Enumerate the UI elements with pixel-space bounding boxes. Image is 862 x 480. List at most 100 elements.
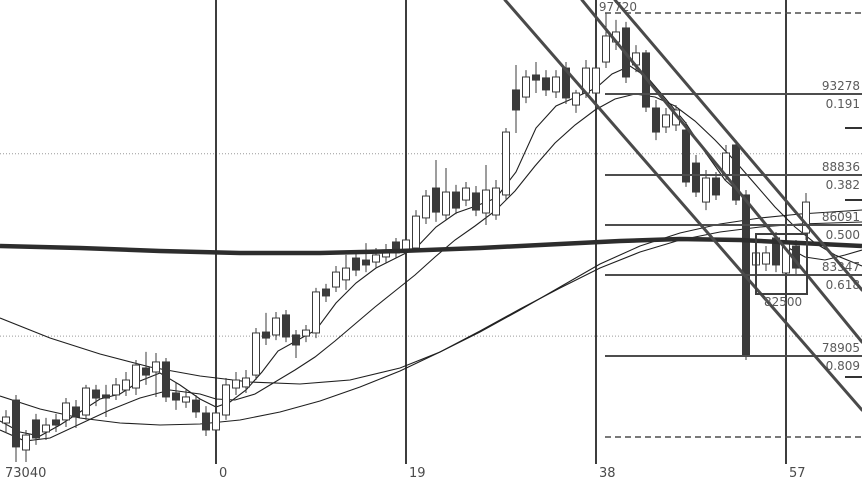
candle-bearish xyxy=(12,394,20,463)
candle-bearish xyxy=(392,237,400,259)
candle-bullish xyxy=(522,70,530,104)
candle-body xyxy=(422,195,430,219)
candle-body xyxy=(12,399,20,448)
candle-body xyxy=(482,189,490,214)
candle-bullish xyxy=(242,369,250,393)
candle-body xyxy=(712,177,720,196)
candle-body xyxy=(42,424,50,433)
candle-body xyxy=(522,76,530,98)
ma-fast-line xyxy=(0,65,862,437)
fib-ratio-label: 0.809 xyxy=(826,359,860,373)
candle-body xyxy=(442,191,450,216)
candle-bearish xyxy=(542,70,550,96)
candle-bullish xyxy=(602,13,610,69)
candle-bullish xyxy=(42,417,50,440)
candle-body xyxy=(452,191,460,209)
candle-bullish xyxy=(212,404,220,436)
candle-body xyxy=(202,412,210,431)
candle-bearish xyxy=(362,243,370,273)
candle-body xyxy=(552,76,560,93)
candle-bullish xyxy=(232,371,240,395)
fib-high-price-label: 97720 xyxy=(599,0,637,14)
candle-bearish xyxy=(732,140,740,205)
fib-ratio-label: 0.500 xyxy=(826,228,860,242)
candle-body xyxy=(312,291,320,334)
descending-trendline xyxy=(580,0,862,344)
candle-body xyxy=(52,419,60,426)
candle-body xyxy=(592,67,600,94)
candle-bullish xyxy=(122,371,130,397)
candle-body xyxy=(492,187,500,216)
rectangle-annotation xyxy=(755,233,808,295)
candle-bearish xyxy=(352,252,360,277)
candle-body xyxy=(2,416,10,424)
candle-body xyxy=(252,332,260,376)
fib-ratio-label: 0.618 xyxy=(826,278,860,292)
candle-bullish xyxy=(462,182,470,207)
candle-bullish xyxy=(482,165,490,226)
candle-body xyxy=(192,399,200,413)
candle-body xyxy=(72,406,80,418)
candle-bearish xyxy=(142,351,150,385)
ma-thick-flat-line xyxy=(0,236,862,256)
candle-body xyxy=(222,384,230,416)
candle-bullish xyxy=(572,89,580,113)
vertical-gridlines-layer xyxy=(215,0,787,464)
candle-bearish xyxy=(52,413,60,432)
candle-body xyxy=(212,412,220,431)
candle-body xyxy=(172,392,180,401)
candle-bearish xyxy=(512,64,520,133)
candle-bearish xyxy=(72,400,80,428)
candle-bearish xyxy=(162,357,170,403)
candle-bullish xyxy=(302,324,310,343)
candle-bullish xyxy=(412,210,420,253)
candle-bullish xyxy=(762,245,770,271)
candle-bullish xyxy=(702,169,710,211)
candle-bearish xyxy=(192,394,200,418)
x-axis-tick-label: 38 xyxy=(599,466,616,480)
candle-bearish xyxy=(532,62,540,94)
candle-bullish xyxy=(222,377,230,420)
candle-bullish xyxy=(502,128,510,201)
candle-body xyxy=(602,35,610,63)
fib-ratio-label: 0.191 xyxy=(826,97,860,111)
candle-bullish xyxy=(112,377,120,401)
candle-body xyxy=(762,252,770,265)
fib-price-label: 78905 xyxy=(822,341,860,355)
candle-bullish xyxy=(182,390,190,408)
x-axis-tick-label: 57 xyxy=(789,466,806,480)
candle-bearish xyxy=(322,283,330,302)
candle-bearish xyxy=(472,186,480,217)
candle-bullish xyxy=(662,107,670,133)
price-scale-ticks-layer xyxy=(845,127,862,378)
candle-bearish xyxy=(432,159,440,222)
candle-body xyxy=(32,419,40,439)
candle-bullish xyxy=(552,70,560,98)
candle-body xyxy=(62,402,70,421)
candle-bearish xyxy=(172,382,180,410)
descending-trendline xyxy=(613,0,862,292)
candle-bearish xyxy=(682,122,690,187)
candle-body xyxy=(652,107,660,133)
candle-bearish xyxy=(692,155,700,197)
candles-layer xyxy=(2,13,810,463)
ma-slow-long-line xyxy=(0,209,862,385)
x-axis-tick-label: 19 xyxy=(409,466,426,480)
candle-body xyxy=(262,331,270,339)
candle-body xyxy=(572,92,580,106)
candle-body xyxy=(682,129,690,183)
candle-bearish xyxy=(282,309,290,343)
candle-body xyxy=(282,314,290,338)
thick-moving-average-layer xyxy=(0,236,862,256)
candle-body xyxy=(102,394,110,399)
fib-price-label: 86091 xyxy=(822,210,860,224)
trendlines-layer xyxy=(503,0,862,412)
candle-body xyxy=(342,267,350,281)
candle-body xyxy=(542,77,550,91)
candle-bullish xyxy=(2,410,10,434)
candle-bearish xyxy=(32,413,40,445)
candle-bullish xyxy=(492,180,500,220)
candle-bullish xyxy=(312,287,320,339)
candle-bullish xyxy=(62,398,70,428)
